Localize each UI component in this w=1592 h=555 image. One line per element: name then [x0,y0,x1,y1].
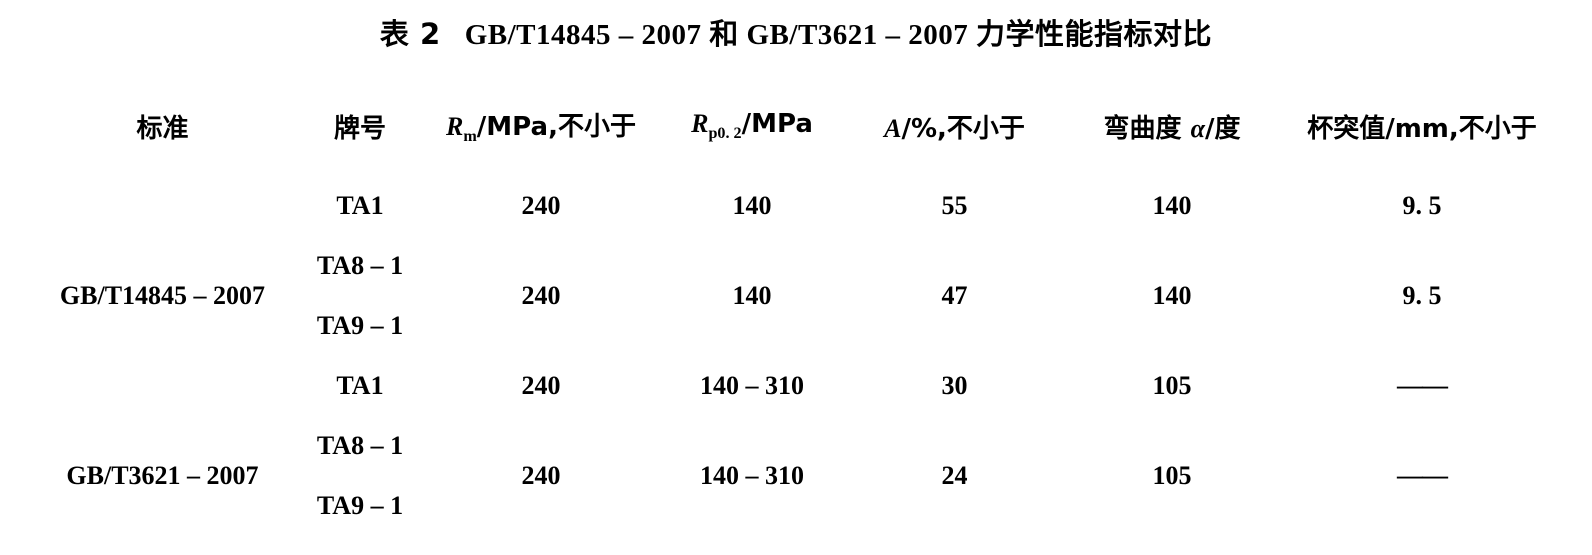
cell-grade: TA9 – 1 [316,311,404,340]
cell-cupping: —— [1397,371,1448,400]
label-bend: 弯曲度 [1103,113,1191,144]
column-header-elongation: A/%,不小于 [857,76,1052,176]
cell-standard: GB/T3621 – 2007 [66,461,259,490]
column-header-standard: 标准 [136,113,189,144]
cell-standard-empty [40,356,285,416]
cell-standard-empty [40,176,285,236]
table-row: GB/T14845 – 2007 TA8 – 1 240 140 47 140 … [40,236,1552,310]
cell-grade: TA8 – 1 [316,431,404,460]
mechanical-properties-table: 标准 牌号 Rm/MPa,不小于 Rp0. 2/MPa A/%,不小于 弯曲度 … [40,76,1552,536]
cell-elongation: 47 [941,281,968,310]
symbol-alpha: α [1190,113,1205,143]
cell-grade: TA1 [336,371,384,400]
table-row: TA9 – 1 [40,476,1552,536]
unit-bend: /度 [1204,113,1241,144]
cell-bending: 140 [1152,191,1192,220]
column-header-bending: 弯曲度 α/度 [1052,76,1292,176]
column-header-cupping: 杯突值/mm,不小于 [1307,113,1537,144]
cell-grade: TA1 [336,191,384,220]
cell-tensile-strength: 240 [521,461,561,490]
table-body: TA1 240 140 55 140 9. 5 GB/T14845 – 2007… [40,176,1552,536]
table-container: 标准 牌号 Rm/MPa,不小于 Rp0. 2/MPa A/%,不小于 弯曲度 … [40,76,1552,536]
cell-cupping: —— [1397,461,1448,490]
cell-bending: 105 [1152,371,1192,400]
symbol-a: A [884,113,902,143]
table-number: 表 2 [379,17,441,51]
cell-tensile-strength: 240 [521,191,561,220]
cell-tensile-strength: 240 [521,371,561,400]
cell-yield-strength: 140 – 310 [700,371,804,400]
unit-rm: /MPa,不小于 [476,111,636,142]
cell-grade: TA8 – 1 [316,251,404,280]
table-row: GB/T3621 – 2007 TA8 – 1 240 140 – 310 24… [40,416,1552,490]
table-header: 标准 牌号 Rm/MPa,不小于 Rp0. 2/MPa A/%,不小于 弯曲度 … [40,76,1552,176]
table-row: TA1 240 140 55 140 9. 5 [40,176,1552,236]
table-row: TA9 – 1 [40,296,1552,356]
cell-yield-strength: 140 – 310 [700,461,804,490]
cell-standard: GB/T14845 – 2007 [59,281,266,310]
table-row: TA1 240 140 – 310 30 105 —— [40,356,1552,416]
cell-grade: TA9 – 1 [316,491,404,520]
cell-yield-strength: 140 [732,191,772,220]
table-title-text: GB/T14845 – 2007 和 GB/T3621 – 2007 力学性能指… [464,19,1213,51]
column-header-grade: 牌号 [333,113,386,144]
cell-bending: 105 [1152,461,1192,490]
cell-elongation: 24 [941,461,968,490]
header-row: 标准 牌号 Rm/MPa,不小于 Rp0. 2/MPa A/%,不小于 弯曲度 … [40,76,1552,176]
cell-cupping: 9. 5 [1402,191,1442,220]
subscript-m: m [463,128,477,146]
cell-cupping: 9. 5 [1402,281,1442,310]
symbol-rp: R [691,108,709,138]
unit-rp: /MPa [741,108,813,139]
table-caption: 表 2 GB/T14845 – 2007 和 GB/T3621 – 2007 力学… [40,14,1552,55]
unit-a: /%,不小于 [901,113,1025,144]
cell-elongation: 55 [941,191,968,220]
column-header-yield-strength: Rp0. 2/MPa [647,76,857,176]
cell-bending: 140 [1152,281,1192,310]
cell-yield-strength: 140 [732,281,772,310]
subscript-p02: p0. 2 [708,125,742,143]
cell-tensile-strength: 240 [521,281,561,310]
cell-elongation: 30 [941,371,968,400]
column-header-tensile-strength: Rm/MPa,不小于 [435,76,647,176]
symbol-rm: R [446,111,464,141]
